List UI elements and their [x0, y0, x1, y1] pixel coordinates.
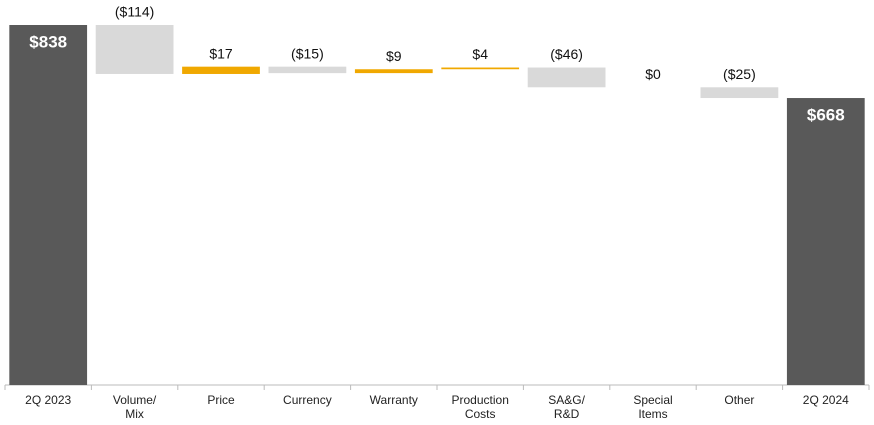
bar	[9, 25, 88, 385]
bar	[441, 67, 520, 70]
value-label: $668	[807, 106, 845, 125]
bar	[700, 87, 779, 99]
x-tick-label: Special Items	[633, 393, 673, 421]
value-label: ($15)	[291, 45, 324, 61]
value-label: ($46)	[550, 46, 583, 62]
x-tick-label: Warranty	[369, 393, 418, 407]
value-label: $9	[386, 48, 402, 64]
x-tick-label: Price	[207, 393, 235, 407]
value-label: $0	[645, 66, 661, 82]
bar	[527, 67, 606, 88]
bar	[182, 66, 260, 74]
x-tick-label: Other	[724, 393, 755, 407]
bar	[786, 98, 865, 385]
x-tick-label: 2Q 2024	[802, 393, 849, 407]
x-tick-label: Volume/ Mix	[112, 393, 157, 421]
bar	[95, 25, 174, 74]
x-tick-label: Production Costs	[451, 393, 509, 421]
value-label: ($114)	[115, 4, 154, 20]
bar	[268, 66, 347, 74]
x-tick-label: Currency	[283, 393, 332, 407]
x-tick-label: 2Q 2023	[25, 393, 72, 407]
value-label: $4	[472, 46, 488, 62]
bar	[354, 69, 433, 74]
x-tick-label: SA&G/ R&D	[548, 393, 585, 421]
value-label: ($25)	[723, 66, 756, 82]
value-label: $838	[29, 32, 67, 51]
value-label: $17	[209, 45, 233, 61]
